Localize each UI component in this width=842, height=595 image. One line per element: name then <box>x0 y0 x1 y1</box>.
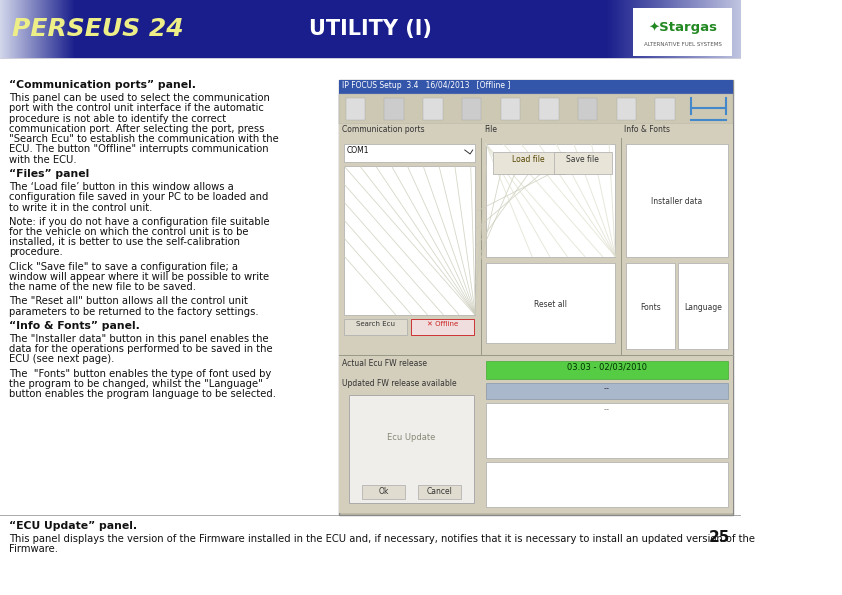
Text: configuration file saved in your PC to be loaded and: configuration file saved in your PC to b… <box>8 192 268 202</box>
Bar <box>418 485 461 499</box>
Bar <box>338 355 481 513</box>
Text: Cancel: Cancel <box>426 487 452 496</box>
Bar <box>486 383 727 399</box>
Text: Save file: Save file <box>567 155 600 164</box>
Text: Installer data: Installer data <box>651 198 702 206</box>
Text: “Files” panel: “Files” panel <box>8 169 89 179</box>
Bar <box>626 144 727 256</box>
Bar <box>633 8 732 56</box>
Text: PERSEUS 24: PERSEUS 24 <box>13 17 184 41</box>
Text: procedure is not able to identify the correct: procedure is not able to identify the co… <box>8 114 226 124</box>
Text: “ECU Update” panel.: “ECU Update” panel. <box>8 521 137 531</box>
Bar <box>462 98 482 120</box>
Text: Info & Fonts: Info & Fonts <box>624 125 670 134</box>
Bar <box>486 462 727 507</box>
Bar <box>540 98 559 120</box>
Text: This panel displays the version of the Firmware installed in the ECU and, if nec: This panel displays the version of the F… <box>8 534 754 544</box>
Text: Language: Language <box>684 302 722 312</box>
Text: --: -- <box>604 406 610 415</box>
Text: Ok: Ok <box>378 487 389 496</box>
Text: Ecu Update: Ecu Update <box>387 433 435 441</box>
Text: UTILITY (I): UTILITY (I) <box>309 19 432 39</box>
Text: Fonts: Fonts <box>640 302 661 312</box>
Text: the name of the new file to be saved.: the name of the new file to be saved. <box>8 282 196 292</box>
Text: Actual Ecu FW release: Actual Ecu FW release <box>342 359 427 368</box>
Bar <box>349 394 473 503</box>
Bar <box>344 166 476 315</box>
Bar <box>486 361 727 378</box>
Bar <box>411 318 474 334</box>
Bar <box>362 485 405 499</box>
Text: Click "Save file" to save a configuration file; a: Click "Save file" to save a configuratio… <box>8 262 237 272</box>
Text: “Communication ports” panel.: “Communication ports” panel. <box>8 80 196 90</box>
Text: --: -- <box>604 384 610 393</box>
Text: 25: 25 <box>709 530 730 544</box>
Text: to write it in the control unit.: to write it in the control unit. <box>8 202 152 212</box>
Bar <box>385 98 404 120</box>
Bar <box>424 98 443 120</box>
Bar <box>338 94 733 124</box>
Bar <box>338 80 733 94</box>
Text: ALTERNATIVE FUEL SYSTEMS: ALTERNATIVE FUEL SYSTEMS <box>644 42 722 46</box>
Text: COM1: COM1 <box>347 146 369 155</box>
Text: 03.03 - 02/03/2010: 03.03 - 02/03/2010 <box>567 362 647 371</box>
Text: with the ECU.: with the ECU. <box>8 155 77 165</box>
Bar <box>493 152 565 174</box>
Text: ECU. The button "Offline" interrupts communication: ECU. The button "Offline" interrupts com… <box>8 145 269 154</box>
Text: The ‘Load file’ button in this window allows a: The ‘Load file’ button in this window al… <box>8 182 233 192</box>
Text: Load file: Load file <box>513 155 545 164</box>
Bar <box>655 98 674 120</box>
Text: Updated FW release available: Updated FW release available <box>342 378 457 387</box>
Bar <box>486 403 727 458</box>
Text: The "Installer data" button in this panel enables the: The "Installer data" button in this pane… <box>8 334 269 344</box>
Text: window will appear where it will be possible to write: window will appear where it will be poss… <box>8 272 269 282</box>
Text: button enables the program language to be selected.: button enables the program language to b… <box>8 389 276 399</box>
Text: Reset all: Reset all <box>534 299 567 309</box>
Bar <box>338 80 733 515</box>
Bar <box>338 124 481 138</box>
Text: ✕ Offline: ✕ Offline <box>427 321 458 327</box>
Bar <box>501 98 520 120</box>
Bar <box>679 262 727 349</box>
Bar <box>616 98 636 120</box>
Bar <box>621 124 733 138</box>
Text: File: File <box>484 125 497 134</box>
Bar <box>338 124 733 355</box>
Bar <box>626 262 675 349</box>
Text: for the vehicle on which the control unit is to be: for the vehicle on which the control uni… <box>8 227 248 237</box>
Text: The  "Fonts" button enables the type of font used by: The "Fonts" button enables the type of f… <box>8 369 271 378</box>
Text: Note: if you do not have a configuration file suitable: Note: if you do not have a configuration… <box>8 217 269 227</box>
Text: parameters to be returned to the factory settings.: parameters to be returned to the factory… <box>8 306 258 317</box>
Bar <box>338 355 733 513</box>
Text: The "Reset all" button allows all the control unit: The "Reset all" button allows all the co… <box>8 296 248 306</box>
Text: procedure.: procedure. <box>8 248 62 258</box>
Text: ✦Stargas: ✦Stargas <box>648 21 717 34</box>
Text: "Search Ecu" to establish the communication with the: "Search Ecu" to establish the communicat… <box>8 134 279 144</box>
Bar <box>344 318 408 334</box>
Text: IP FOCUS Setup  3.4   16/04/2013   [Offline ]: IP FOCUS Setup 3.4 16/04/2013 [Offline ] <box>342 81 510 90</box>
Text: This panel can be used to select the communication: This panel can be used to select the com… <box>8 93 269 104</box>
Text: the program to be changed, whilst the "Language": the program to be changed, whilst the "L… <box>8 379 263 389</box>
Bar <box>344 144 476 162</box>
Bar <box>481 124 621 138</box>
Bar <box>486 262 616 343</box>
Text: Search Ecu: Search Ecu <box>356 321 395 327</box>
Text: communication port. After selecting the port, press: communication port. After selecting the … <box>8 124 264 134</box>
Text: ECU (see next page).: ECU (see next page). <box>8 355 115 365</box>
Bar <box>554 152 612 174</box>
Text: port with the control unit interface if the automatic: port with the control unit interface if … <box>8 104 264 114</box>
Text: data for the operations performed to be saved in the: data for the operations performed to be … <box>8 345 273 354</box>
Text: Communication ports: Communication ports <box>342 125 425 134</box>
Text: installed, it is better to use the self-calibration: installed, it is better to use the self-… <box>8 237 240 247</box>
Bar <box>486 144 616 256</box>
Bar <box>578 98 597 120</box>
Text: Firmware.: Firmware. <box>8 544 58 555</box>
Bar <box>346 98 365 120</box>
Text: “Info & Fonts” panel.: “Info & Fonts” panel. <box>8 321 140 331</box>
